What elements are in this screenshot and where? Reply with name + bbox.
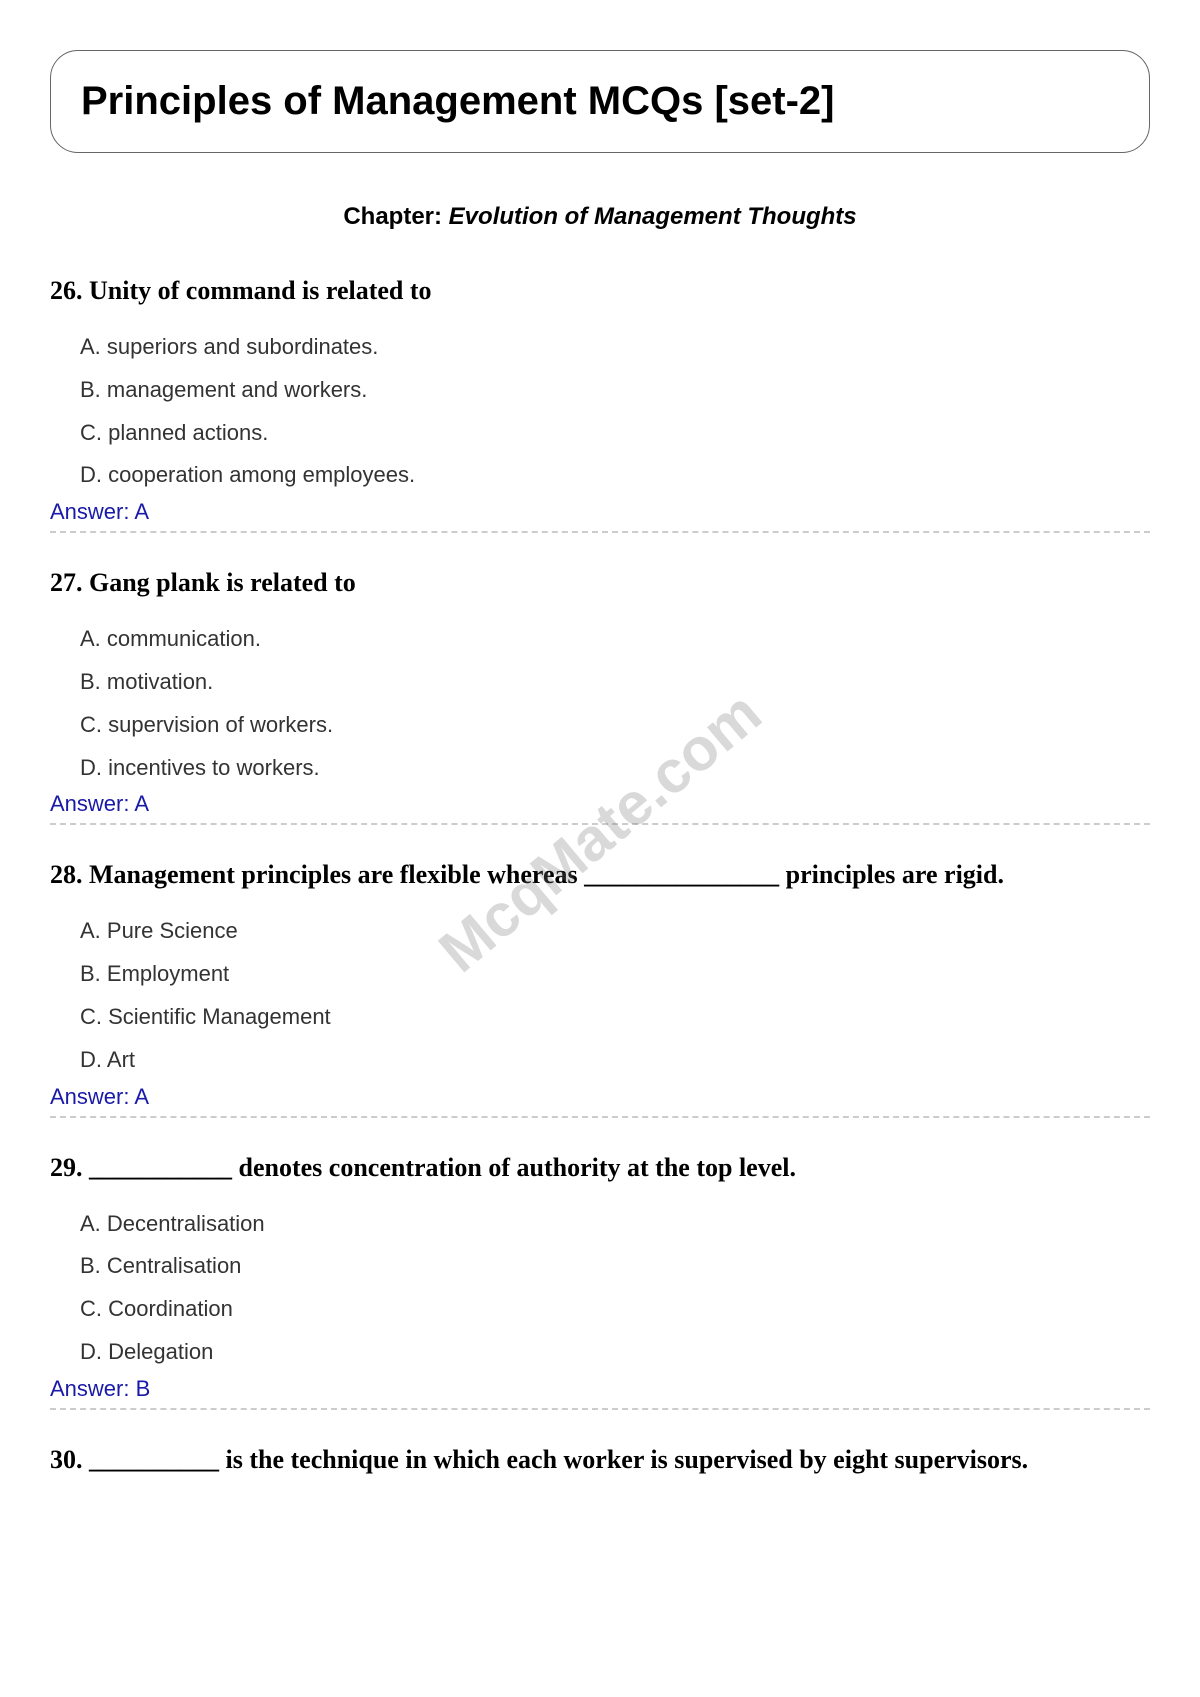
answer-value: A bbox=[134, 791, 149, 816]
option-c: C. Coordination bbox=[50, 1288, 1150, 1331]
option-d: D. Delegation bbox=[50, 1331, 1150, 1374]
chapter-name: Evolution of Management Thoughts bbox=[449, 203, 857, 230]
question-block: 28. Management principles are flexible w… bbox=[50, 855, 1150, 1117]
answer-prefix: Answer: bbox=[50, 791, 134, 816]
option-b: B. Employment bbox=[50, 953, 1150, 996]
question-stem: Gang plank is related to bbox=[89, 568, 356, 597]
option-b: B. motivation. bbox=[50, 661, 1150, 704]
question-number: 26. bbox=[50, 276, 83, 305]
question-stem: Management principles are flexible where… bbox=[89, 860, 1004, 889]
question-number: 27. bbox=[50, 568, 83, 597]
answer-value: A bbox=[134, 499, 149, 524]
answer-line: Answer: A bbox=[50, 497, 1150, 525]
question-text: 27. Gang plank is related to bbox=[50, 563, 1150, 602]
page-title: Principles of Management MCQs [set-2] bbox=[81, 79, 1119, 124]
answer-value: B bbox=[136, 1376, 151, 1401]
option-d: D. incentives to workers. bbox=[50, 747, 1150, 790]
question-text: 30. __________ is the technique in which… bbox=[50, 1440, 1150, 1479]
answer-line: Answer: A bbox=[50, 789, 1150, 817]
option-c: C. Scientific Management bbox=[50, 996, 1150, 1039]
option-d: D. Art bbox=[50, 1039, 1150, 1082]
option-d: D. cooperation among employees. bbox=[50, 454, 1150, 497]
option-a: A. communication. bbox=[50, 618, 1150, 661]
question-block: 30. __________ is the technique in which… bbox=[50, 1440, 1150, 1501]
option-a: A. Decentralisation bbox=[50, 1203, 1150, 1246]
answer-line: Answer: B bbox=[50, 1374, 1150, 1402]
question-text: 28. Management principles are flexible w… bbox=[50, 855, 1150, 894]
option-a: A. Pure Science bbox=[50, 910, 1150, 953]
question-text: 26. Unity of command is related to bbox=[50, 271, 1150, 310]
question-block: 27. Gang plank is related to A. communic… bbox=[50, 563, 1150, 825]
question-block: 29. ___________ denotes concentration of… bbox=[50, 1148, 1150, 1410]
option-c: C. supervision of workers. bbox=[50, 704, 1150, 747]
question-stem: __________ is the technique in which eac… bbox=[89, 1445, 1028, 1474]
question-stem: Unity of command is related to bbox=[89, 276, 432, 305]
answer-prefix: Answer: bbox=[50, 1084, 134, 1109]
question-block: 26. Unity of command is related to A. su… bbox=[50, 271, 1150, 533]
chapter-label: Chapter: bbox=[343, 203, 448, 230]
option-b: B. Centralisation bbox=[50, 1245, 1150, 1288]
question-number: 30. bbox=[50, 1445, 83, 1474]
option-b: B. management and workers. bbox=[50, 369, 1150, 412]
option-c: C. planned actions. bbox=[50, 412, 1150, 455]
answer-prefix: Answer: bbox=[50, 499, 134, 524]
question-number: 28. bbox=[50, 860, 83, 889]
option-a: A. superiors and subordinates. bbox=[50, 326, 1150, 369]
answer-value: A bbox=[134, 1084, 149, 1109]
answer-prefix: Answer: bbox=[50, 1376, 136, 1401]
question-stem: ___________ denotes concentration of aut… bbox=[89, 1153, 796, 1182]
question-text: 29. ___________ denotes concentration of… bbox=[50, 1148, 1150, 1187]
question-number: 29. bbox=[50, 1153, 83, 1182]
answer-line: Answer: A bbox=[50, 1082, 1150, 1110]
title-box: Principles of Management MCQs [set-2] bbox=[50, 50, 1150, 153]
chapter-line: Chapter: Evolution of Management Thought… bbox=[50, 203, 1150, 231]
